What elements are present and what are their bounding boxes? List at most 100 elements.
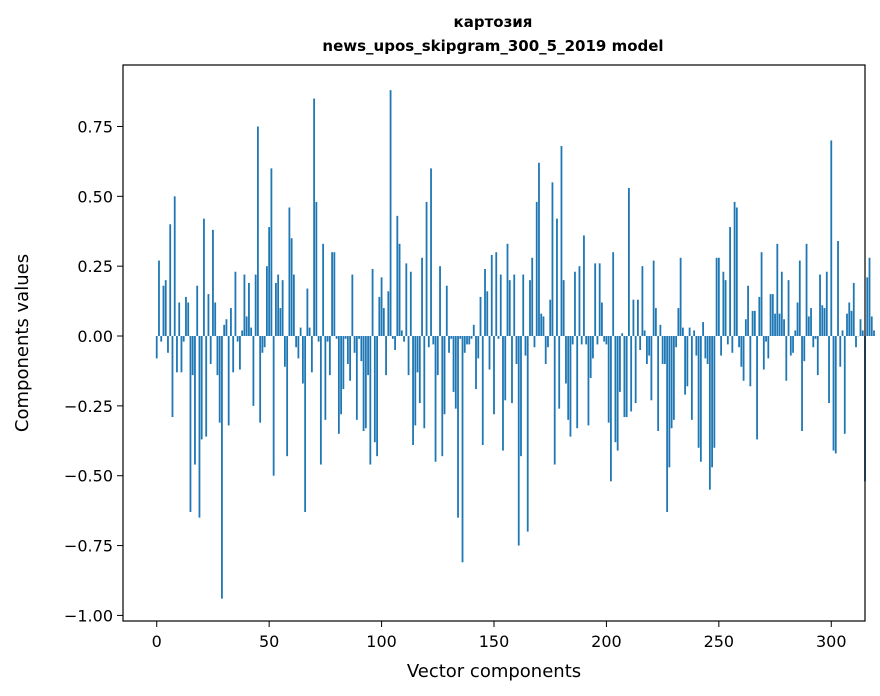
bar xyxy=(495,252,498,337)
x-tick-label: 50 xyxy=(259,632,279,651)
bar xyxy=(778,313,781,337)
bar xyxy=(720,336,722,356)
y-tick-label: 0.00 xyxy=(77,327,113,346)
bar xyxy=(158,260,160,337)
bar xyxy=(486,291,489,337)
bar xyxy=(504,336,507,401)
bar xyxy=(839,336,842,367)
bar xyxy=(164,280,167,337)
bar xyxy=(326,336,329,342)
bar xyxy=(796,302,799,337)
bar xyxy=(556,218,558,337)
bar xyxy=(167,336,169,353)
bar xyxy=(176,336,178,373)
bar xyxy=(843,336,846,434)
bar xyxy=(225,319,228,337)
bar xyxy=(677,308,680,337)
bar xyxy=(598,263,601,337)
bar xyxy=(463,336,466,353)
bar xyxy=(427,336,430,348)
y-tick-label: −1.00 xyxy=(64,606,113,625)
bar xyxy=(457,336,459,518)
bar xyxy=(214,302,217,337)
bar xyxy=(405,263,408,337)
bar xyxy=(632,299,635,337)
bar xyxy=(652,260,655,337)
bar xyxy=(740,336,743,367)
bar xyxy=(601,302,603,337)
bar xyxy=(421,257,423,337)
bar xyxy=(859,319,862,337)
bar xyxy=(403,336,405,342)
bar xyxy=(825,271,828,337)
bar xyxy=(699,336,702,462)
bar xyxy=(468,336,471,345)
bar xyxy=(807,316,810,337)
bar xyxy=(349,336,351,381)
bar xyxy=(789,336,792,356)
bar xyxy=(708,336,711,490)
bar xyxy=(185,296,187,337)
bar xyxy=(396,215,399,337)
bar xyxy=(841,330,844,337)
bar xyxy=(569,336,572,437)
bar xyxy=(547,336,549,348)
bar xyxy=(801,336,803,432)
bar xyxy=(706,336,709,364)
bar xyxy=(295,336,298,348)
bar xyxy=(490,254,493,337)
bar xyxy=(744,319,747,337)
bar xyxy=(353,336,356,353)
bar xyxy=(767,336,770,359)
bar xyxy=(173,196,176,337)
bar xyxy=(252,336,255,406)
bar xyxy=(364,336,367,429)
x-tick-label: 250 xyxy=(704,632,735,651)
bar xyxy=(497,336,500,339)
bar xyxy=(162,285,165,337)
y-axis-label: Components values xyxy=(12,254,33,432)
bar xyxy=(733,201,736,337)
bar xyxy=(783,319,785,337)
bar xyxy=(506,243,509,337)
bar xyxy=(819,274,821,337)
bar xyxy=(621,333,624,337)
bar xyxy=(834,336,837,454)
bar xyxy=(688,327,691,337)
bar xyxy=(558,336,561,409)
bar xyxy=(646,336,648,364)
bar xyxy=(171,336,174,418)
bar xyxy=(445,285,448,337)
bar xyxy=(715,257,718,337)
bar xyxy=(533,336,536,348)
bar xyxy=(648,336,651,356)
bar xyxy=(679,257,682,337)
bar xyxy=(711,336,713,468)
bar xyxy=(690,336,693,420)
bar xyxy=(850,310,853,337)
bar xyxy=(254,274,257,337)
bar xyxy=(389,90,392,337)
bar xyxy=(625,336,628,418)
bar xyxy=(479,296,482,337)
bar xyxy=(511,336,513,404)
bar xyxy=(758,296,761,337)
bar xyxy=(425,201,428,337)
bar xyxy=(583,235,585,337)
bar xyxy=(659,324,662,337)
bar xyxy=(196,285,199,337)
bar xyxy=(297,336,300,359)
bar xyxy=(630,336,633,412)
x-axis-label: Vector components xyxy=(407,661,581,682)
bar xyxy=(529,280,531,337)
bar xyxy=(522,274,525,337)
bar xyxy=(661,336,664,364)
bar xyxy=(279,308,282,337)
bar xyxy=(277,274,280,337)
bar xyxy=(337,336,340,434)
bar xyxy=(191,336,194,376)
bar xyxy=(787,280,790,337)
bar xyxy=(634,336,637,404)
y-tick-label: 0.75 xyxy=(77,117,113,136)
bar xyxy=(317,336,320,342)
